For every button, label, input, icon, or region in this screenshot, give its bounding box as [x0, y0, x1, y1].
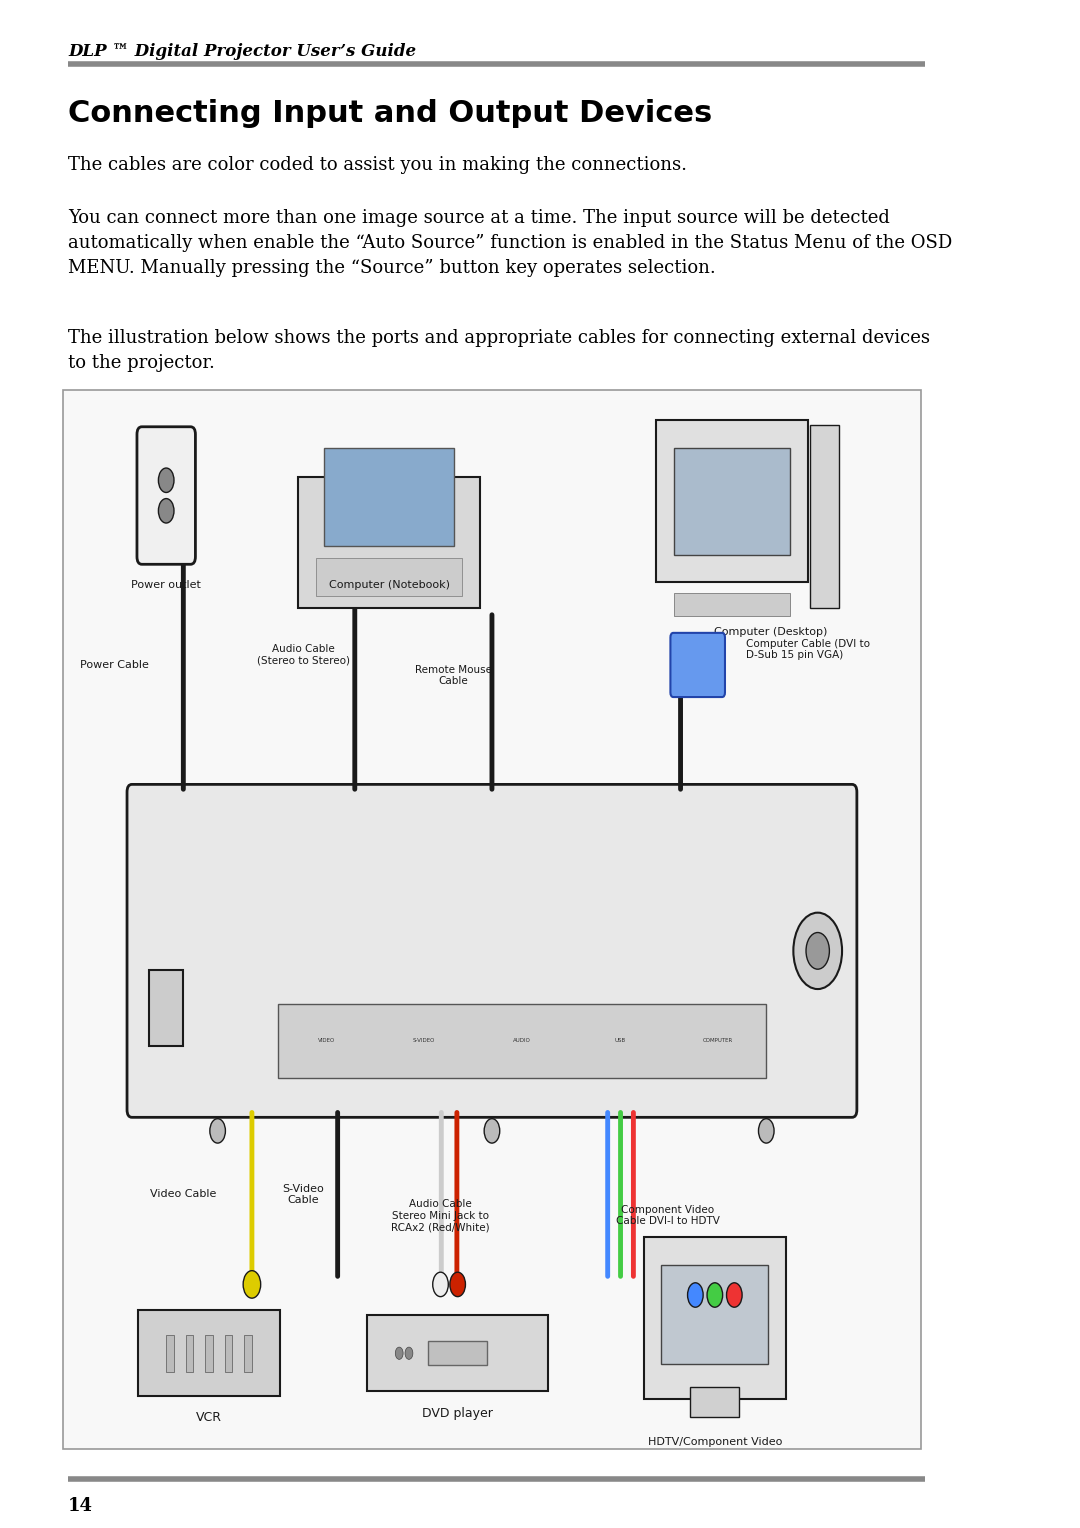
Text: AUDIO: AUDIO — [513, 1039, 531, 1044]
Circle shape — [484, 1118, 500, 1143]
Bar — [244, 1335, 252, 1372]
Circle shape — [159, 468, 174, 492]
Bar — [149, 970, 184, 1047]
Text: VCR: VCR — [197, 1412, 222, 1424]
Bar — [810, 425, 839, 608]
Text: You can connect more than one image source at a time. The input source will be d: You can connect more than one image sour… — [68, 209, 953, 278]
Text: DLP ™ Digital Projector User’s Guide: DLP ™ Digital Projector User’s Guide — [68, 43, 416, 60]
Text: Computer Cable (DVI to
D-Sub 15 pin VGA): Computer Cable (DVI to D-Sub 15 pin VGA) — [746, 639, 870, 660]
FancyBboxPatch shape — [298, 477, 480, 608]
Text: Audio Cable
(Stereo to Stereo): Audio Cable (Stereo to Stereo) — [257, 643, 350, 665]
Text: The cables are color coded to assist you in making the connections.: The cables are color coded to assist you… — [68, 156, 687, 174]
Text: Computer (Desktop): Computer (Desktop) — [714, 626, 827, 637]
Bar — [278, 1004, 767, 1077]
Circle shape — [794, 912, 842, 989]
Text: Connecting Input and Output Devices: Connecting Input and Output Devices — [68, 99, 713, 128]
Circle shape — [707, 1284, 723, 1308]
FancyBboxPatch shape — [127, 784, 856, 1117]
Text: Audio Cable
Stereo Mini Jack to
RCAx2 (Red/White): Audio Cable Stereo Mini Jack to RCAx2 (R… — [391, 1199, 490, 1232]
Text: 14: 14 — [68, 1497, 93, 1516]
Circle shape — [450, 1273, 465, 1297]
Bar — [674, 593, 791, 616]
Bar — [429, 1342, 487, 1366]
Bar — [661, 1265, 768, 1365]
Bar — [316, 558, 462, 596]
FancyBboxPatch shape — [324, 448, 455, 545]
Text: Computer (Notebook): Computer (Notebook) — [328, 579, 449, 590]
FancyBboxPatch shape — [367, 1316, 549, 1392]
Bar — [690, 1387, 739, 1418]
Text: The illustration below shows the ports and appropriate cables for connecting ext: The illustration below shows the ports a… — [68, 329, 930, 371]
Circle shape — [159, 498, 174, 523]
FancyBboxPatch shape — [137, 426, 195, 564]
Circle shape — [688, 1284, 703, 1308]
Bar — [674, 448, 791, 555]
Circle shape — [727, 1284, 742, 1308]
FancyBboxPatch shape — [671, 633, 725, 697]
Text: S-Video
Cable: S-Video Cable — [283, 1184, 324, 1206]
Text: Video Cable: Video Cable — [150, 1189, 216, 1199]
Text: DVD player: DVD player — [422, 1407, 494, 1420]
FancyBboxPatch shape — [138, 1311, 280, 1397]
Text: VIDEO: VIDEO — [318, 1039, 335, 1044]
Text: COMPUTER: COMPUTER — [702, 1039, 732, 1044]
Text: Remote Mouse
Cable: Remote Mouse Cable — [415, 665, 491, 686]
Bar — [166, 1335, 174, 1372]
FancyBboxPatch shape — [64, 390, 920, 1449]
Bar — [205, 1335, 213, 1372]
Circle shape — [433, 1273, 448, 1297]
Circle shape — [395, 1348, 403, 1360]
Text: S-VIDEO: S-VIDEO — [413, 1039, 435, 1044]
FancyBboxPatch shape — [656, 420, 808, 582]
Circle shape — [243, 1271, 260, 1299]
Text: Power Cable: Power Cable — [80, 660, 149, 669]
Text: Component Video
Cable DVI-I to HDTV: Component Video Cable DVI-I to HDTV — [616, 1204, 719, 1227]
Circle shape — [405, 1348, 413, 1360]
FancyBboxPatch shape — [644, 1238, 786, 1400]
Text: HDTV/Component Video: HDTV/Component Video — [648, 1438, 782, 1447]
Bar — [225, 1335, 232, 1372]
Text: USB: USB — [615, 1039, 625, 1044]
Circle shape — [806, 932, 829, 969]
Circle shape — [210, 1118, 226, 1143]
Text: Power outlet: Power outlet — [132, 579, 201, 590]
Bar — [186, 1335, 193, 1372]
Circle shape — [758, 1118, 774, 1143]
